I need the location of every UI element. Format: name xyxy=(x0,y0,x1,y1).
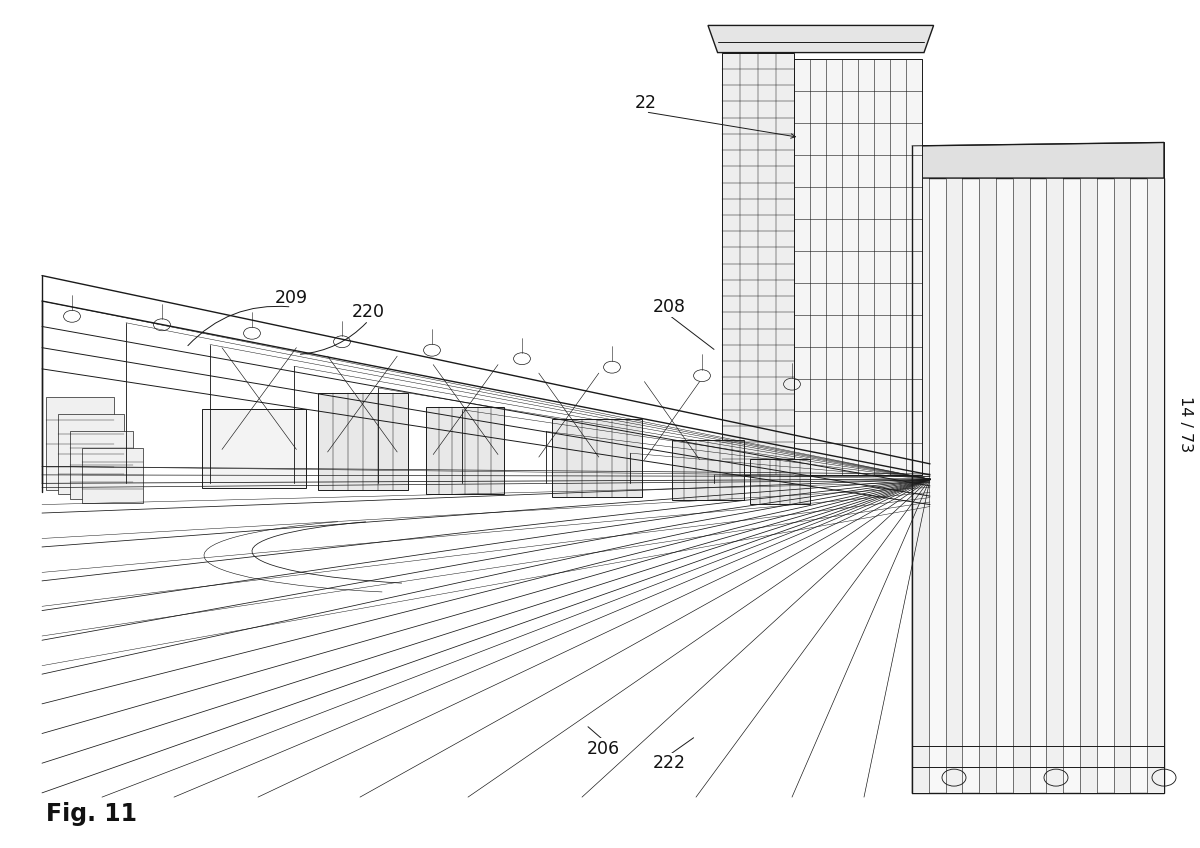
Polygon shape xyxy=(794,59,922,475)
Polygon shape xyxy=(946,178,962,793)
Text: 222: 222 xyxy=(653,754,686,773)
Polygon shape xyxy=(70,431,133,499)
Text: 208: 208 xyxy=(653,298,686,316)
Text: 14 / 73: 14 / 73 xyxy=(1178,396,1193,452)
Polygon shape xyxy=(1114,178,1130,793)
Polygon shape xyxy=(1046,178,1063,793)
Polygon shape xyxy=(979,178,996,793)
Polygon shape xyxy=(58,414,124,494)
Polygon shape xyxy=(552,419,642,497)
Polygon shape xyxy=(708,25,934,53)
Text: 206: 206 xyxy=(587,739,620,758)
Polygon shape xyxy=(202,409,306,488)
Polygon shape xyxy=(912,178,929,793)
Text: Fig. 11: Fig. 11 xyxy=(46,802,137,826)
Polygon shape xyxy=(82,448,143,503)
Polygon shape xyxy=(46,397,114,490)
Polygon shape xyxy=(722,53,794,475)
Polygon shape xyxy=(672,440,744,500)
Polygon shape xyxy=(912,142,1164,178)
Polygon shape xyxy=(426,407,504,494)
Polygon shape xyxy=(1013,178,1030,793)
Polygon shape xyxy=(1080,178,1097,793)
Polygon shape xyxy=(318,393,408,490)
Polygon shape xyxy=(750,459,810,504)
Polygon shape xyxy=(1147,178,1164,793)
Text: 220: 220 xyxy=(352,303,385,321)
Text: 209: 209 xyxy=(275,289,308,308)
Text: 22: 22 xyxy=(635,94,656,113)
Polygon shape xyxy=(912,178,1164,793)
